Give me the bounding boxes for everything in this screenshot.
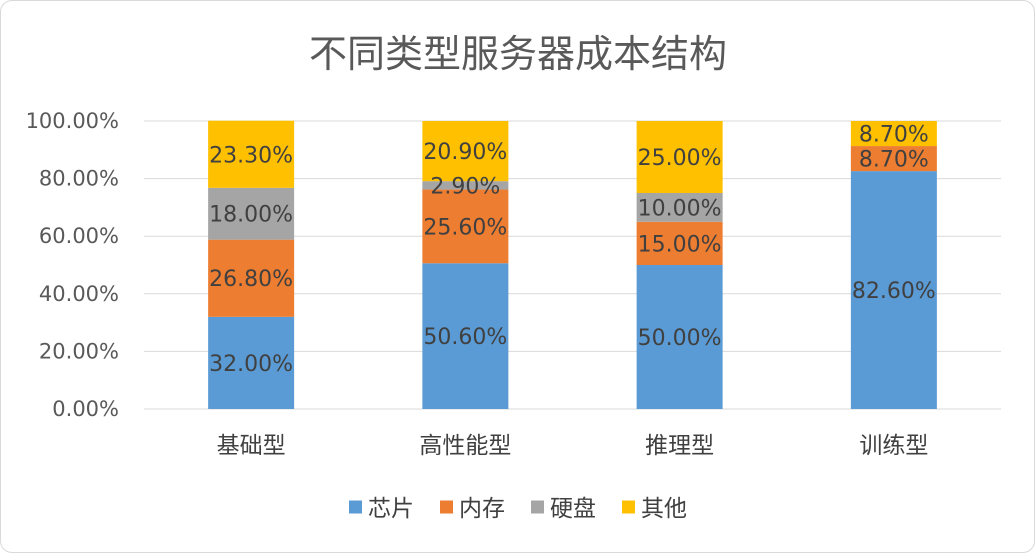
data-label: 25.00%	[638, 146, 722, 171]
y-tick-label: 80.00%	[39, 167, 119, 191]
data-label: 26.80%	[209, 267, 293, 292]
bar-segment	[422, 121, 509, 182]
data-label: 50.00%	[638, 326, 722, 351]
data-label: 2.90%	[430, 174, 500, 199]
bar-segment	[850, 146, 937, 172]
data-labels: 32.00% 26.80% 18.00% 23.30% 50.60% 25.60% 2.90…	[209, 123, 936, 377]
data-label: 8.70%	[859, 123, 929, 148]
bar-segment	[636, 193, 723, 222]
data-label: 15.00%	[638, 232, 722, 257]
x-category-label: 推理型	[645, 433, 714, 459]
y-tick-label: 0.00%	[52, 397, 119, 421]
legend-swatch	[531, 500, 544, 514]
bar-segment	[422, 181, 509, 190]
y-axis-ticks: 0.00% 20.00% 40.00% 60.00% 80.00% 100.00%	[26, 109, 119, 421]
x-category-label: 基础型	[217, 433, 286, 459]
legend-swatch	[622, 500, 635, 514]
data-label: 10.00%	[638, 196, 722, 221]
bar-segment	[422, 189, 509, 264]
x-axis-categories: 基础型 高性能型 推理型 训练型	[217, 433, 929, 459]
y-tick-label: 100.00%	[26, 109, 119, 133]
x-category-label: 高性能型	[419, 433, 511, 459]
bars	[208, 120, 937, 409]
legend-swatch	[349, 500, 362, 514]
data-label: 20.90%	[423, 140, 507, 165]
chart-title: 不同类型服务器成本结构	[309, 32, 727, 76]
legend-label: 芯片	[368, 496, 414, 522]
legend-item: 芯片	[349, 496, 414, 522]
legend-item: 内存	[440, 496, 505, 522]
data-label: 82.60%	[852, 279, 936, 304]
bar-segment	[850, 121, 937, 147]
bar-segment	[636, 265, 723, 409]
data-label: 8.70%	[859, 148, 929, 173]
bar-segment	[208, 187, 295, 240]
y-tick-label: 20.00%	[39, 339, 119, 363]
legend-item: 其他	[622, 496, 687, 522]
bar-segment	[208, 316, 295, 409]
bar-segment	[636, 221, 723, 265]
legend-label: 内存	[459, 496, 505, 522]
bar-segment	[422, 263, 509, 409]
x-category-label: 训练型	[859, 433, 928, 459]
legend-label: 其他	[641, 496, 687, 522]
bar-segment	[208, 120, 295, 188]
data-label: 50.60%	[423, 325, 507, 350]
data-label: 32.00%	[209, 352, 293, 377]
legend: 芯片 内存 硬盘 其他	[349, 496, 687, 522]
data-label: 23.30%	[209, 143, 293, 168]
legend-swatch	[440, 500, 453, 514]
y-tick-label: 60.00%	[39, 224, 119, 248]
bar-segment	[636, 121, 723, 193]
legend-label: 硬盘	[550, 496, 596, 522]
bar-segment	[850, 171, 937, 409]
y-tick-label: 40.00%	[39, 282, 119, 306]
bar-segment	[208, 239, 295, 317]
legend-item: 硬盘	[531, 496, 596, 522]
data-label: 25.60%	[423, 215, 507, 240]
data-label: 18.00%	[209, 203, 293, 228]
